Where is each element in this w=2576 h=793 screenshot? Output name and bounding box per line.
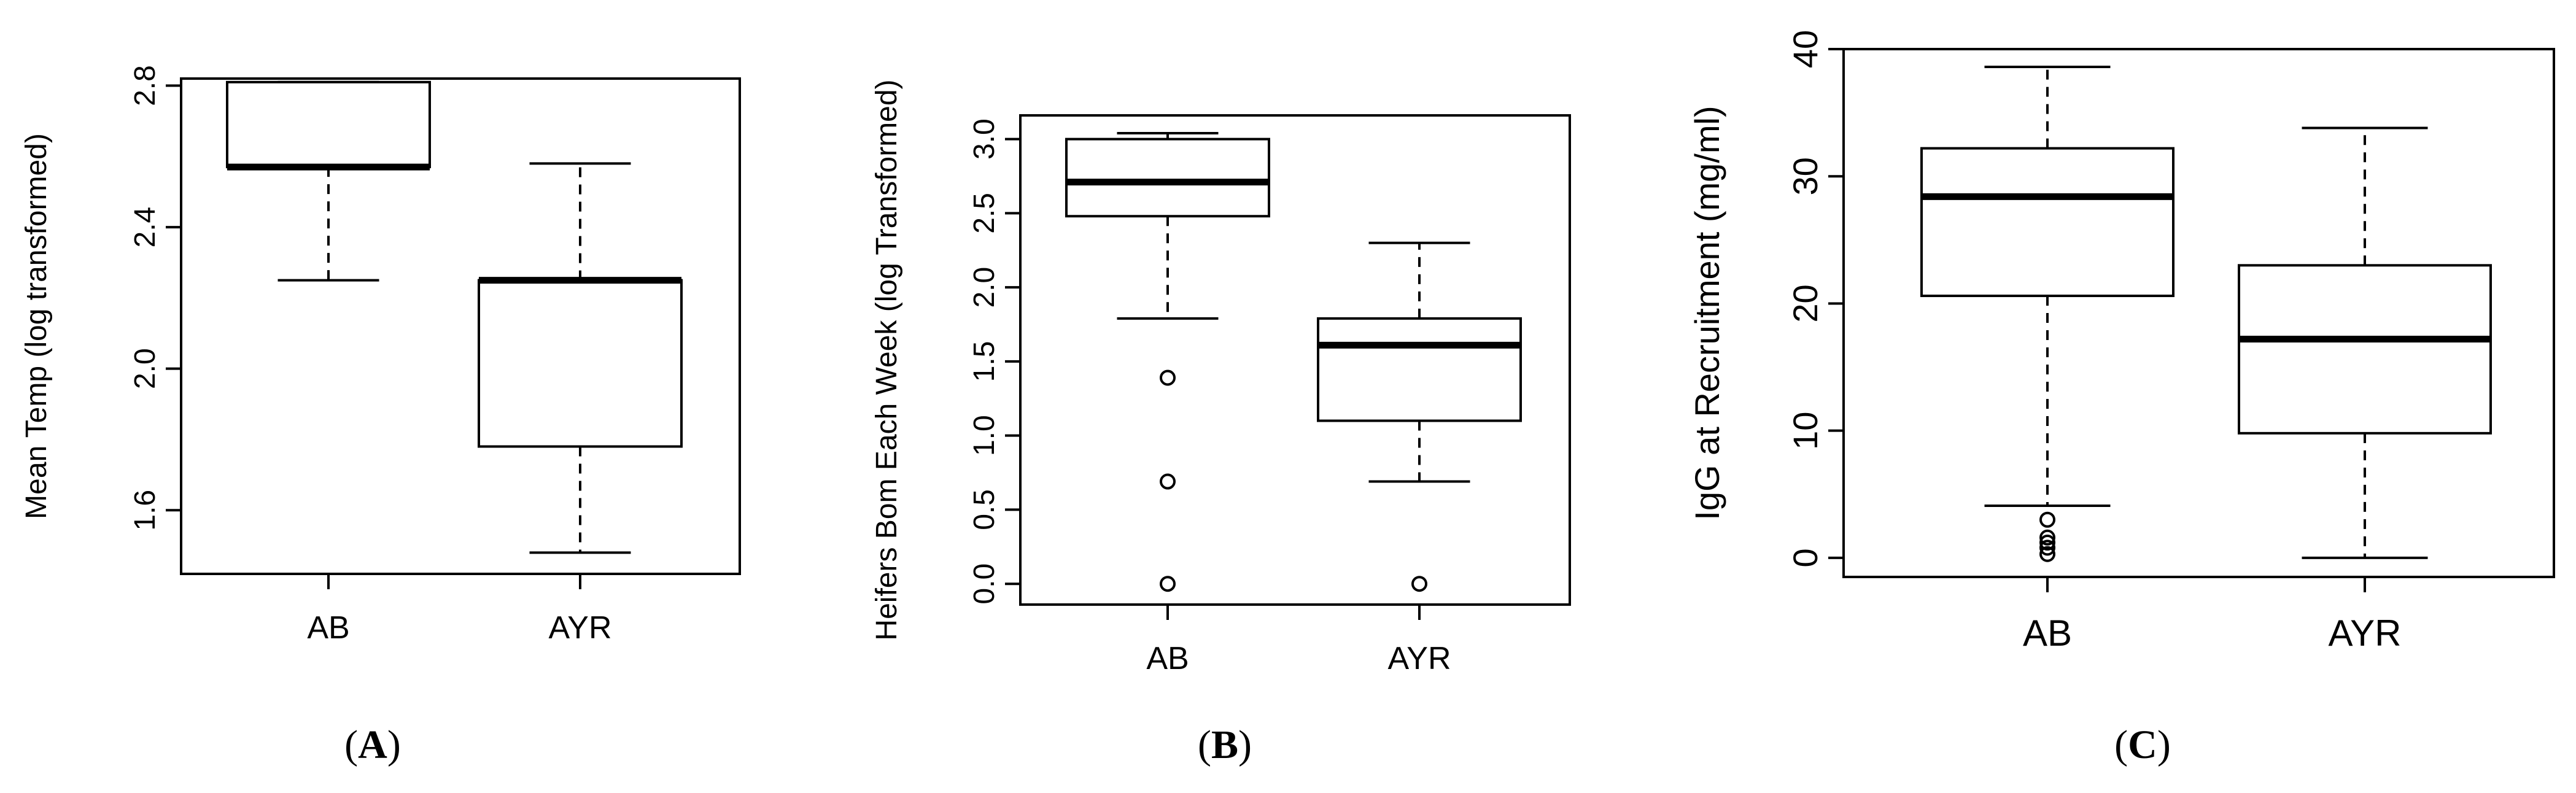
y-tick-label: 0.0 xyxy=(968,563,1001,605)
box-iqr xyxy=(1317,317,1522,422)
y-axis-title: IgG at Recruitment (mg/ml) xyxy=(1688,106,1726,520)
panel-paren-open: ( xyxy=(2114,722,2128,767)
box-ayr xyxy=(478,162,683,554)
y-tick-label: 1.5 xyxy=(968,341,1001,382)
panel-paren-open: ( xyxy=(344,722,358,767)
outlier-point xyxy=(1411,576,1427,592)
outlier-point xyxy=(2039,546,2055,562)
chart-panel-c: 0 10 20 30 40 IgG at Recruitment (mg/ml) AB AYR… xyxy=(1688,30,2555,767)
y-axis-title: Heifers Bom Each Week (log Transformed) xyxy=(871,79,903,640)
panel-paren-open: ( xyxy=(1198,722,1211,767)
outlier-point xyxy=(2039,529,2055,546)
y-tick-label: 20 xyxy=(1786,284,1825,322)
x-category-label: AB xyxy=(307,610,349,646)
outlier-point xyxy=(2039,540,2055,556)
box-ayr xyxy=(1317,241,1522,592)
x-category-label: AYR xyxy=(1387,641,1451,676)
chart-panel-b: 0.0 0.5 1.0 1.5 2.0 2.5 3.0 Heifers Bom Each We… xyxy=(871,79,1571,767)
y-tick-label: 0.5 xyxy=(968,489,1001,530)
panel-paren-close: ) xyxy=(2157,722,2171,767)
y-tick-label: 2.4 xyxy=(129,207,161,248)
chart-panel-a: 1.6 2.0 2.4 2.8 Mean Temp (log transformed) A… xyxy=(20,65,741,767)
y-tick-label: 2.0 xyxy=(968,267,1001,308)
x-category-label: AYR xyxy=(2329,613,2402,654)
box-ab xyxy=(1920,66,2174,562)
y-tick-label: 40 xyxy=(1786,30,1825,68)
box-iqr xyxy=(478,279,683,448)
y-tick-label: 0 xyxy=(1786,548,1825,567)
box-iqr xyxy=(1920,147,2174,298)
outlier-point xyxy=(1160,576,1176,592)
y-axis-title: Mean Temp (log transformed) xyxy=(20,133,53,519)
y-tick-label: 10 xyxy=(1786,412,1825,450)
panel-label: (C) xyxy=(2114,722,2171,767)
box-iqr xyxy=(2238,264,2492,435)
x-category-label: AB xyxy=(2023,613,2072,654)
panel-paren-close: ) xyxy=(1238,722,1252,767)
box-ab xyxy=(1065,131,1270,592)
panel-label: (B) xyxy=(1198,722,1252,767)
y-tick-label: 2.5 xyxy=(968,193,1001,234)
y-tick-label: 2.8 xyxy=(129,65,161,106)
y-tick-label: 30 xyxy=(1786,157,1825,195)
y-tick-label: 3.0 xyxy=(968,118,1001,160)
x-category-label: AB xyxy=(1146,641,1189,676)
x-category-label: AYR xyxy=(548,610,611,646)
panel-letter: A xyxy=(358,722,387,767)
outlier-point xyxy=(2039,535,2055,551)
box-iqr xyxy=(1065,137,1270,218)
outlier-point xyxy=(1160,369,1176,386)
panel-paren-close: ) xyxy=(387,722,401,767)
panel-label: (A) xyxy=(344,722,401,767)
panel-letter: C xyxy=(2128,722,2157,767)
y-tick-label: 1.0 xyxy=(968,415,1001,456)
box-iqr xyxy=(226,80,431,169)
y-tick-label: 2.0 xyxy=(129,348,161,389)
box-ayr xyxy=(2238,126,2492,559)
outlier-point xyxy=(2039,511,2055,528)
y-tick-label: 1.6 xyxy=(129,490,161,531)
outlier-point xyxy=(1160,473,1176,490)
box-ab xyxy=(226,80,431,282)
panel-letter: B xyxy=(1211,722,1238,767)
